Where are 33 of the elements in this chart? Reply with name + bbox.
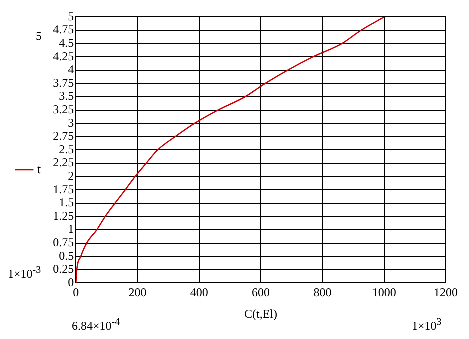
legend-label: t xyxy=(38,161,42,176)
y-tick-label: 2.5 xyxy=(59,142,74,156)
y-tick-label: 3.5 xyxy=(59,89,74,104)
text: 6.84×10$^{-4}$ xyxy=(72,317,120,333)
x-tick-label: 600 xyxy=(252,286,270,300)
y-tick-label: 4.5 xyxy=(59,36,74,50)
y-tick-label: 1.75 xyxy=(53,182,74,196)
y-tick-label: 2 xyxy=(68,168,74,183)
y-tick-label: 0.5 xyxy=(59,248,74,263)
y-tick-label: 1 xyxy=(68,222,74,236)
x-tick-label: 200 xyxy=(128,286,147,300)
text: 1×10$^{3}$ xyxy=(412,317,442,333)
x-tick-label: 1000 xyxy=(372,286,396,300)
y-tick-label: 4.25 xyxy=(53,49,74,64)
y-tick-label: 0.75 xyxy=(53,235,74,250)
text: 1×10$^{-3}$ xyxy=(8,265,42,281)
x-tick-label: 1200 xyxy=(434,286,458,300)
y-tick-label: 5 xyxy=(68,9,74,24)
y-tick-label: 0 xyxy=(68,275,74,290)
x-tick-label: 400 xyxy=(190,286,208,300)
y-tick-label: 4 xyxy=(68,62,74,77)
y-tick-label: 3.75 xyxy=(53,76,74,90)
y-tick-label: 2.25 xyxy=(53,156,74,170)
y-tick-label: 2.75 xyxy=(53,129,74,144)
y-tick-label: 3.25 xyxy=(53,102,74,116)
y-tick-label: 0.25 xyxy=(53,262,74,276)
y-tick-label: 1.25 xyxy=(53,208,74,223)
x-tick-label: 800 xyxy=(314,286,332,300)
y-tick-label: 4.75 xyxy=(53,22,74,37)
text: 5 xyxy=(36,29,42,43)
y-tick-label: 3 xyxy=(68,116,74,130)
y-tick-label: 1.5 xyxy=(59,196,74,210)
x-axis-title: C(t,El) xyxy=(244,306,278,321)
